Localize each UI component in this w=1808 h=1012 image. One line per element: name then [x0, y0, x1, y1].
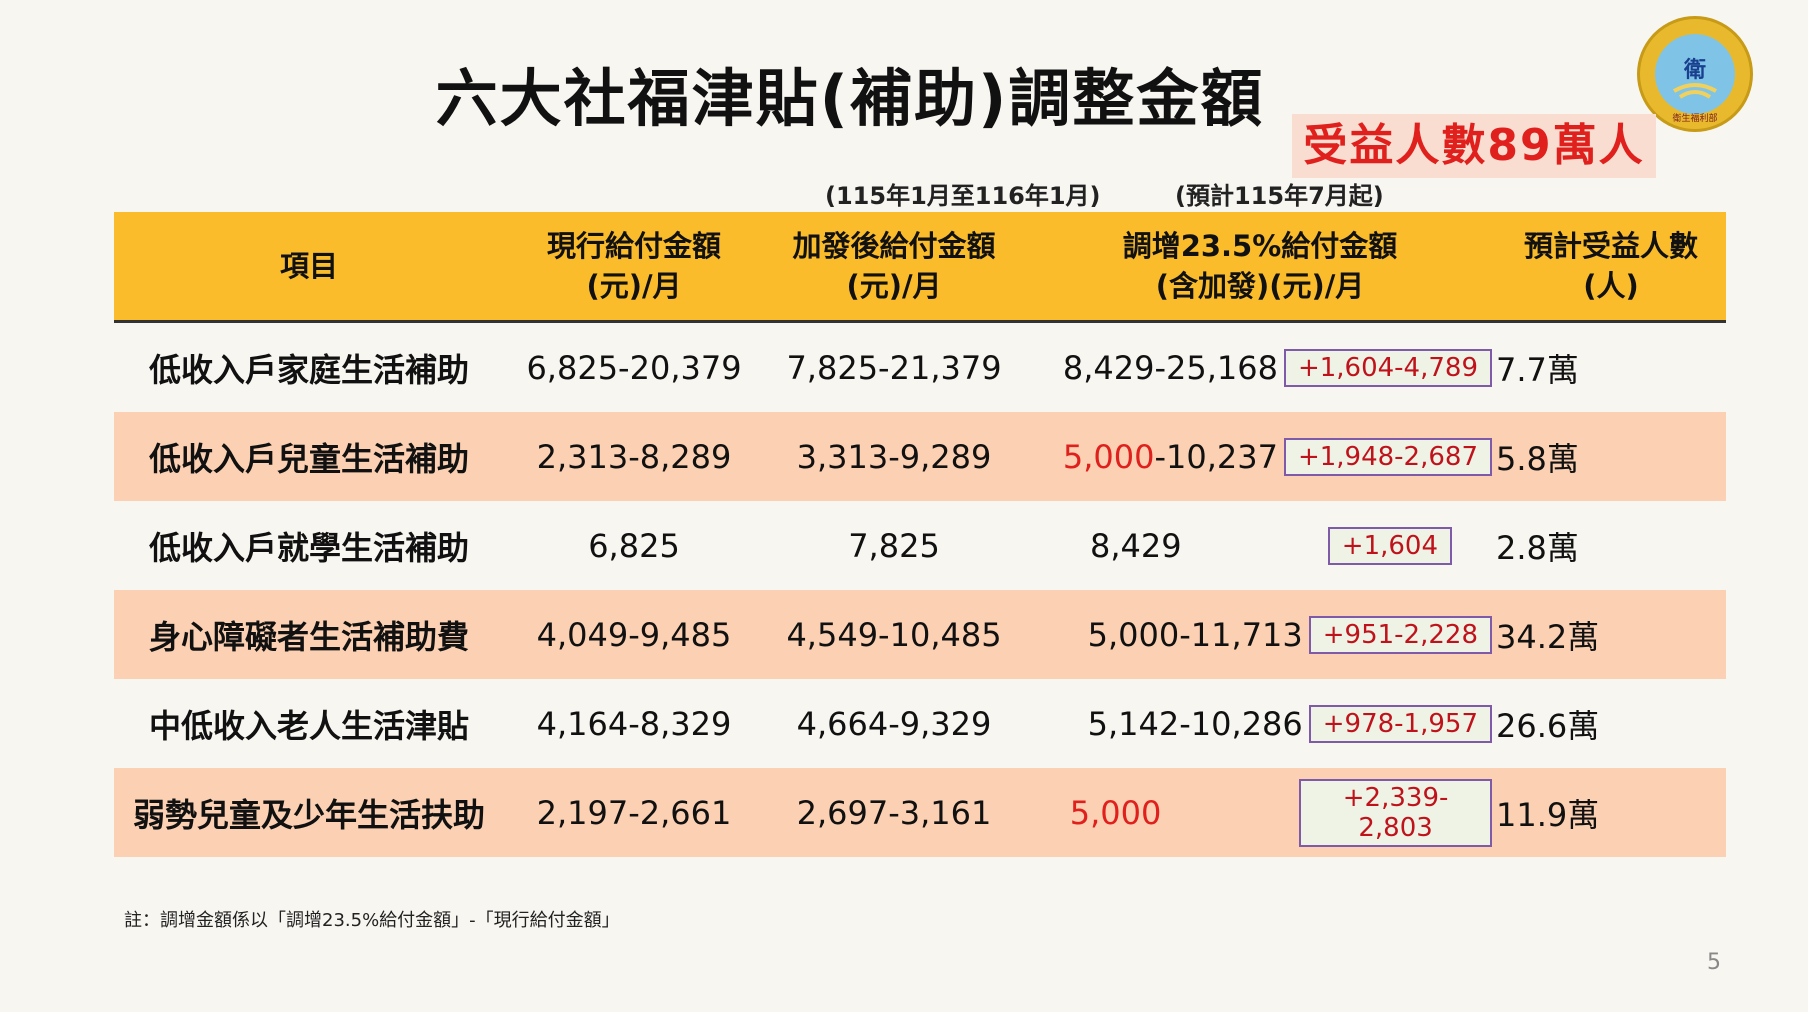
beneficiary-count-banner: 受益人數89萬人: [1292, 114, 1656, 178]
row-after: 3,313-9,289: [764, 412, 1024, 501]
header-beneficiaries: 預計受益人數 (人): [1496, 212, 1726, 323]
row-adjusted: 8,429 +1,604: [1024, 501, 1496, 590]
row-adjusted: 8,429-25,168 +1,604-4,789: [1024, 322, 1496, 413]
increase-badge: +1,604: [1327, 526, 1452, 565]
row-current: 6,825-20,379: [526, 348, 742, 387]
row-item: 中低收入老人生活津貼: [148, 706, 469, 745]
row-current: 4,049-9,485: [504, 590, 764, 679]
table-row: 弱勢兒童及少年生活扶助 2,197-2,661 2,697-3,161 5,00…: [114, 768, 1726, 857]
table-row: 低收入戶家庭生活補助 6,825-20,379 7,825-21,379 8,4…: [114, 322, 1726, 413]
increase-badge: +1,604-4,789: [1283, 348, 1492, 387]
supplement-period-label: (115年1月至116年1月): [825, 182, 1101, 210]
row-item: 低收入戶兒童生活補助: [114, 412, 504, 501]
row-current: 2,313-8,289: [504, 412, 764, 501]
row-after: 4,549-10,485: [764, 590, 1024, 679]
table-row: 身心障礙者生活補助費 4,049-9,485 4,549-10,485 5,00…: [114, 590, 1726, 679]
header-item: 項目: [114, 212, 504, 323]
row-item: 身心障礙者生活補助費: [114, 590, 504, 679]
row-current: 6,825: [588, 526, 680, 565]
header-after-amount: 加發後給付金額 (元)/月: [764, 212, 1024, 323]
row-after: 7,825: [848, 526, 940, 565]
row-people: 26.6萬: [1496, 706, 1600, 745]
row-item: 低收入戶家庭生活補助: [148, 350, 469, 389]
row-adjusted: 5,000-10,237 +1,948-2,687: [1024, 412, 1496, 501]
row-current: 4,164-8,329: [536, 704, 732, 743]
svg-text:衛: 衛: [1683, 57, 1706, 83]
row-people: 34.2萬: [1496, 590, 1726, 679]
page-title: 六大社福津貼(補助)調整金額: [435, 62, 1265, 135]
row-item: 弱勢兒童及少年生活扶助: [114, 768, 504, 857]
row-after: 7,825-21,379: [786, 348, 1002, 387]
row-people: 7.7萬: [1496, 350, 1579, 389]
increase-badge: +978-1,957: [1308, 704, 1492, 743]
row-after: 4,664-9,329: [796, 704, 992, 743]
row-people: 2.8萬: [1496, 528, 1579, 567]
table-header-row: 項目 現行給付金額 (元)/月 加發後給付金額 (元)/月 調增23.5%給付金額(…: [114, 212, 1726, 323]
page-number: 5: [1707, 950, 1721, 975]
row-adjusted: 5,000-11,713 +951-2,228: [1024, 590, 1496, 679]
subsidy-table: 項目 現行給付金額 (元)/月 加發後給付金額 (元)/月 調增23.5%給付金額(…: [114, 212, 1726, 857]
header-current-amount: 現行給付金額 (元)/月: [504, 212, 764, 323]
row-people: 5.8萬: [1496, 412, 1726, 501]
row-adjusted: 5,000 +2,339-2,803: [1024, 768, 1496, 857]
table-row: 低收入戶就學生活補助 6,825 7,825 8,429 +1,604 2.8萬: [114, 501, 1726, 590]
table-row: 低收入戶兒童生活補助 2,313-8,289 3,313-9,289 5,000…: [114, 412, 1726, 501]
row-current: 2,197-2,661: [504, 768, 764, 857]
footnote: 註：調增金額係以「調增23.5%給付金額」-「現行給付金額」: [124, 910, 620, 931]
header-adjusted-amount: 調增23.5%給付金額 (含加發)(元)/月: [1024, 212, 1496, 323]
table-row: 中低收入老人生活津貼 4,164-8,329 4,664-9,329 5,142…: [114, 679, 1726, 768]
row-people: 11.9萬: [1496, 768, 1726, 857]
expected-start-label: (預計115年7月起): [1175, 182, 1384, 210]
increase-badge: +951-2,228: [1308, 615, 1492, 654]
row-item: 低收入戶就學生活補助: [148, 528, 469, 567]
row-after: 2,697-3,161: [764, 768, 1024, 857]
increase-badge: +2,339-2,803: [1299, 778, 1492, 847]
ministry-seal-icon: 衛 衛生福利部: [1637, 16, 1753, 132]
row-adjusted: 5,142-10,286 +978-1,957: [1024, 679, 1496, 768]
svg-text:衛生福利部: 衛生福利部: [1672, 112, 1717, 124]
increase-badge: +1,948-2,687: [1283, 437, 1492, 476]
